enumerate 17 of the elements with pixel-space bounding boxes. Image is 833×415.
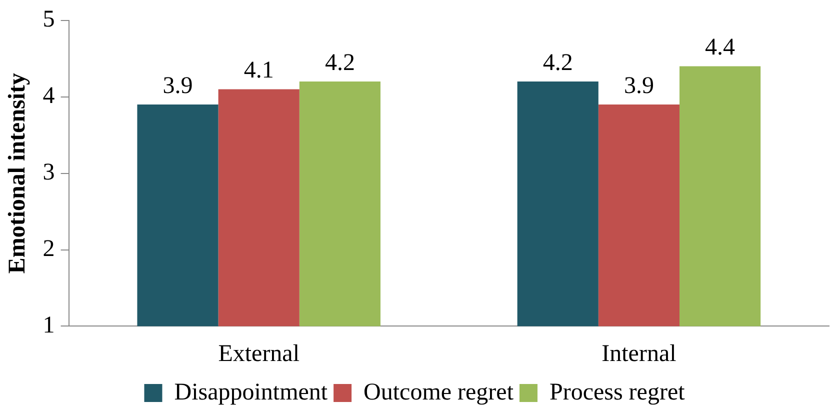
x-tick-label: Internal [602, 340, 677, 367]
y-tick-label: 2 [42, 236, 55, 262]
y-tick-label: 5 [42, 6, 55, 33]
x-tick-label: External [218, 340, 300, 367]
y-axis-title: Emotional intensity [4, 72, 31, 274]
data-label: 4.2 [324, 50, 355, 76]
data-label: 4.4 [705, 34, 736, 61]
y-tick-label: 1 [42, 312, 55, 338]
y-tick-label: 4 [42, 83, 55, 110]
data-label: 3.9 [624, 72, 654, 99]
data-label: 4.2 [542, 50, 573, 76]
y-tick-label: 3 [42, 160, 55, 186]
legend-label: Outcome regret [364, 379, 514, 406]
data-label: 3.9 [162, 72, 193, 99]
legend-label: Process regret [549, 379, 686, 406]
data-label: 4.1 [244, 58, 274, 84]
legend-label: Disappointment [174, 379, 328, 406]
